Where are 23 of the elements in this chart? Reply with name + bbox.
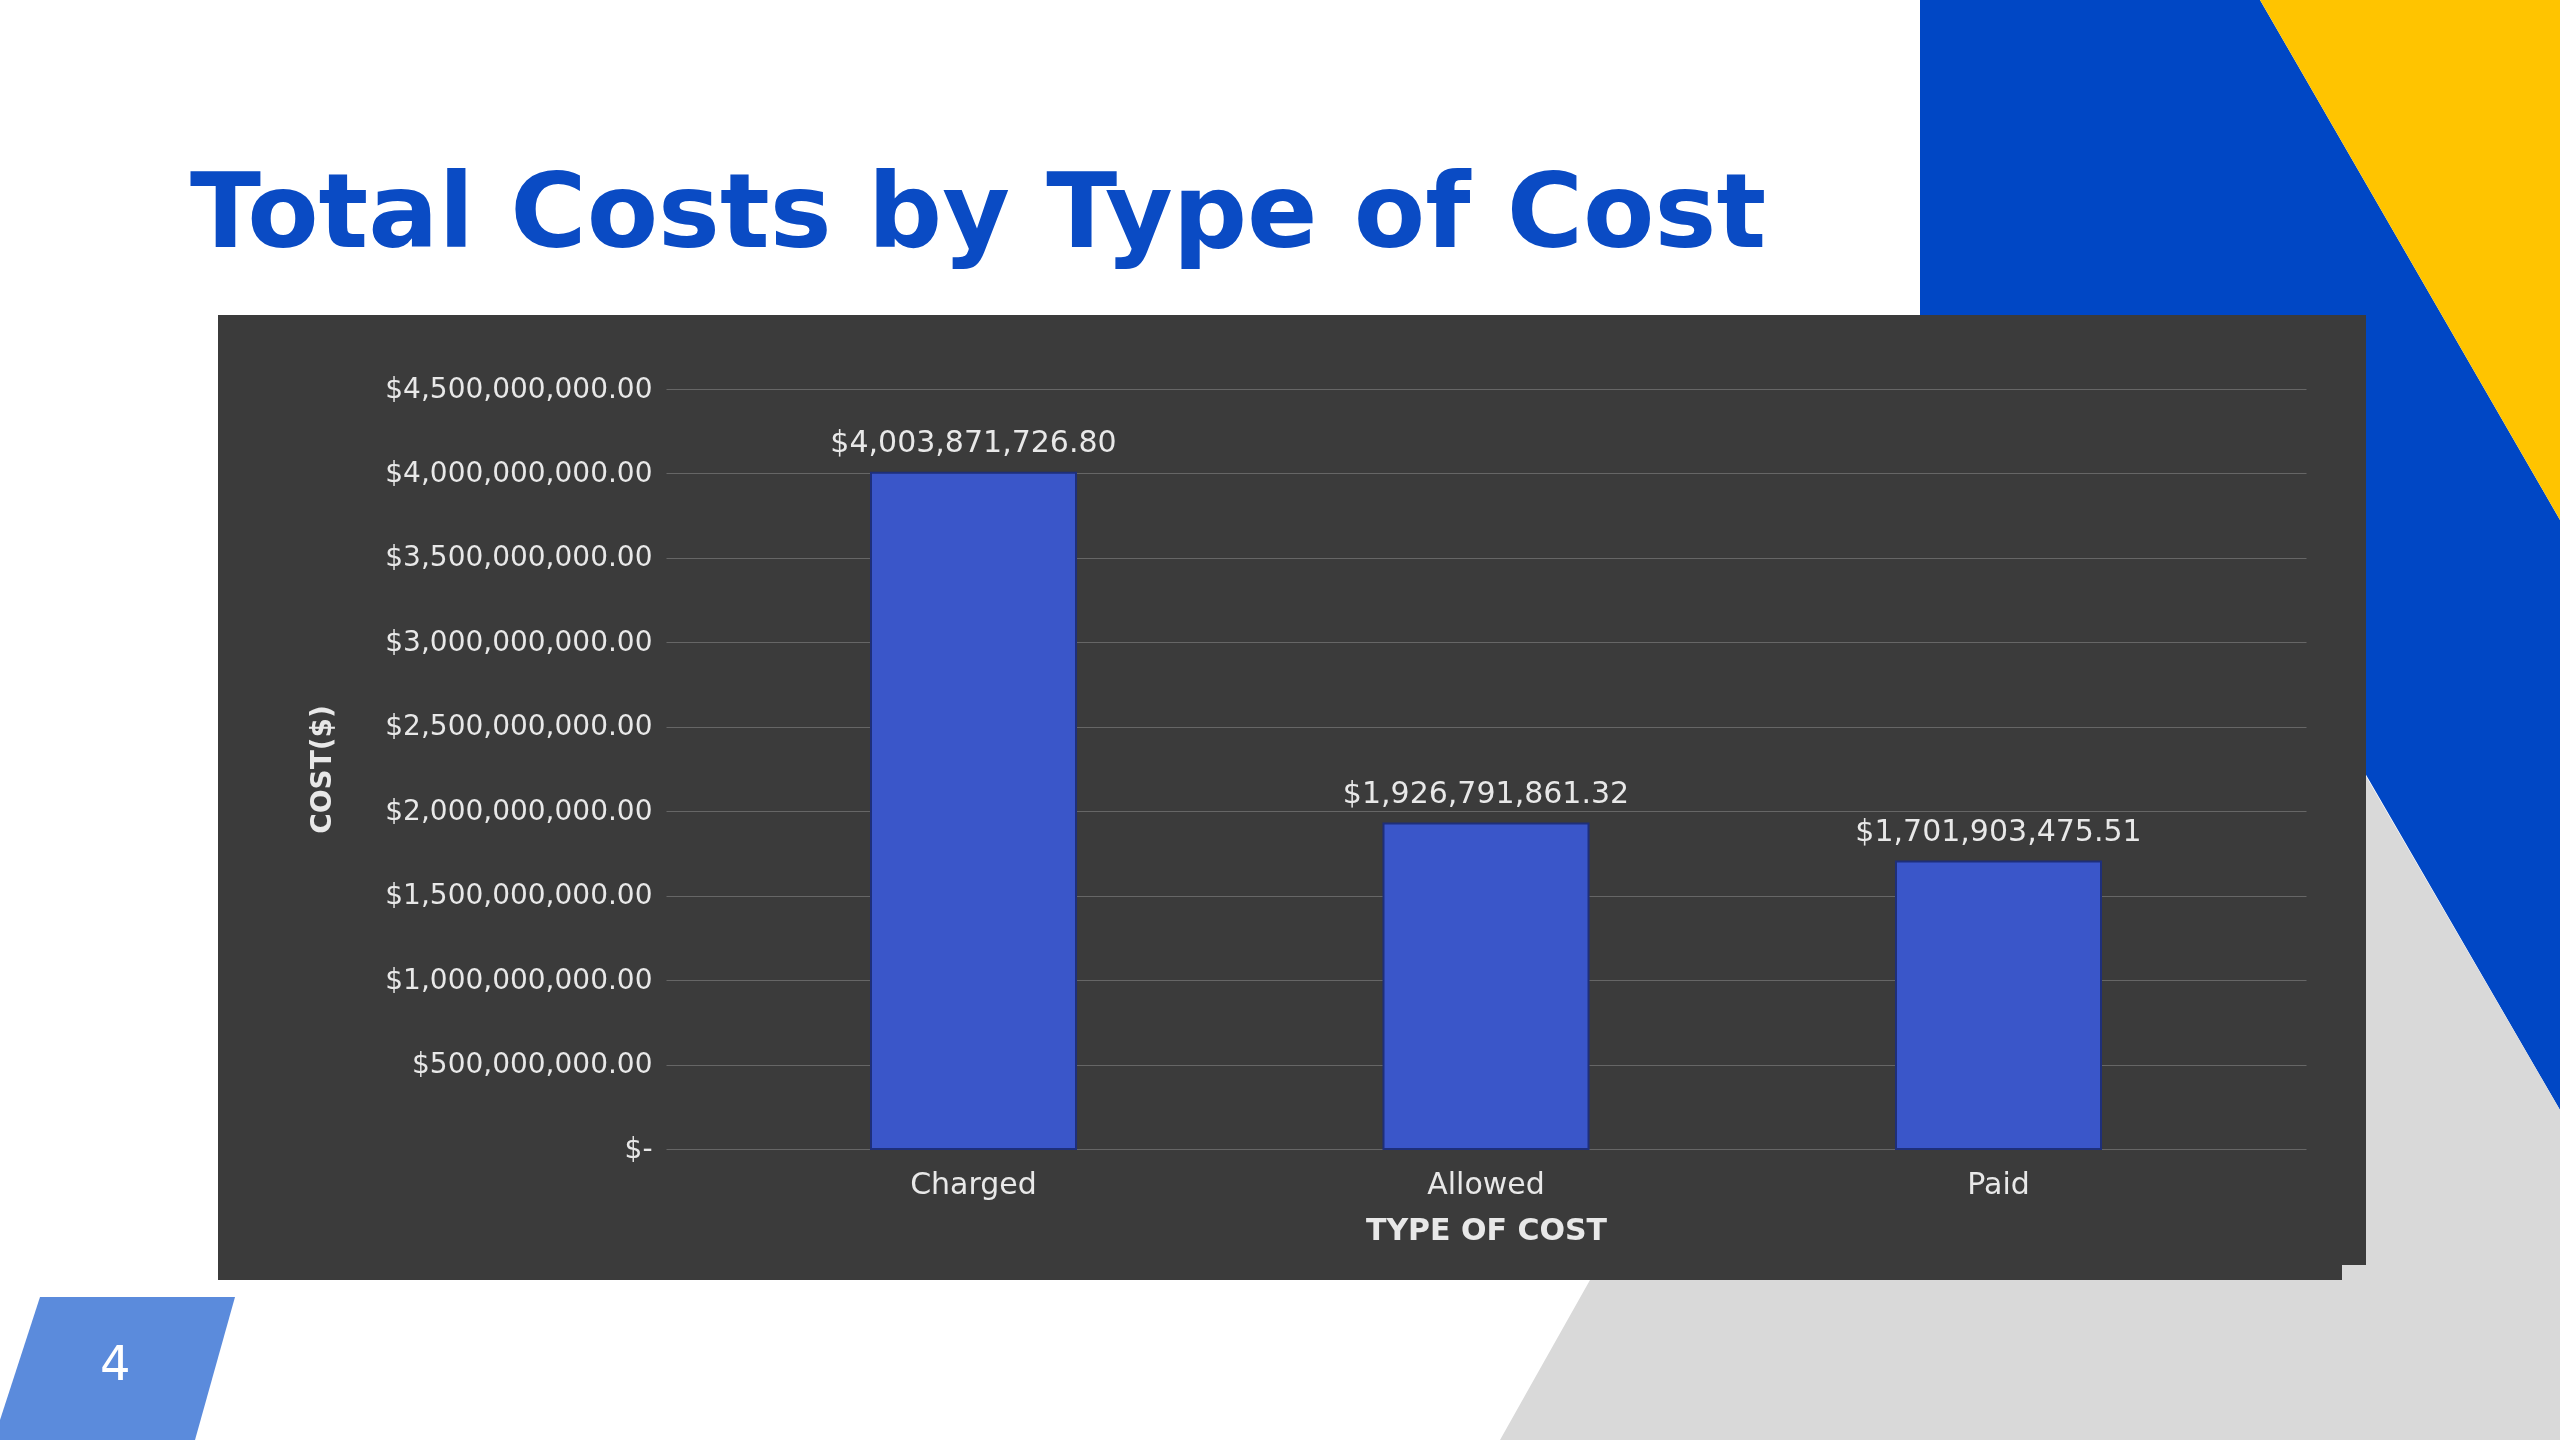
data-label: $1,926,791,861.32 [1342, 774, 1630, 810]
y-tick-label: $3,000,000,000.00 [385, 624, 653, 658]
y-tick-label: $500,000,000.00 [412, 1047, 653, 1081]
x-axis-title: TYPE OF COST [1365, 1211, 1608, 1247]
data-label: $4,003,871,726.80 [830, 423, 1117, 459]
x-tick-label: Paid [1967, 1165, 2030, 1201]
x-tick-label: Charged [910, 1165, 1037, 1201]
y-tick-label: $1,000,000,000.00 [385, 962, 653, 996]
x-tick-label: Allowed [1427, 1165, 1545, 1201]
bar [1895, 860, 2102, 1150]
y-axis-title: COST($) [304, 705, 338, 834]
bar [870, 471, 1077, 1150]
y-tick-label: $2,000,000,000.00 [385, 793, 653, 827]
y-tick-label: $4,500,000,000.00 [385, 371, 653, 405]
text: 4 [100, 1335, 131, 1391]
y-tick-label: $3,500,000,000.00 [385, 540, 653, 574]
bar [1382, 822, 1590, 1150]
y-tick-label: $4,000,000,000.00 [385, 455, 653, 489]
y-tick-label: $2,500,000,000.00 [385, 709, 653, 743]
y-tick-label: $1,500,000,000.00 [385, 878, 653, 912]
data-label: $1,701,903,475.51 [1855, 812, 2142, 848]
chart-title: Total Costs by Type of Cost [190, 150, 1767, 272]
y-tick-label: $- [624, 1131, 653, 1165]
